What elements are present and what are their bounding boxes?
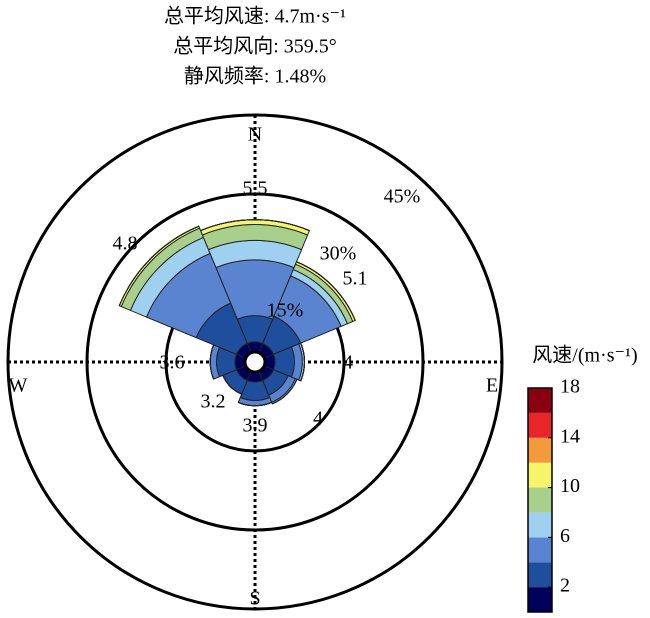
mean-speed-label: 3.9 [243, 415, 268, 437]
ring [6, 113, 504, 611]
colorbar-swatch [528, 587, 552, 612]
mean-speed-label: 4 [313, 408, 323, 430]
ring-label: 45% [384, 186, 421, 208]
colorbar-tick-label: 2 [560, 575, 570, 597]
ring [85, 192, 425, 532]
colorbar-tick-label: 10 [560, 475, 580, 497]
colorbar-swatch [528, 487, 552, 513]
petal-segment [200, 219, 310, 232]
colorbar-frame [527, 387, 553, 613]
colorbar-swatch [528, 512, 552, 538]
mean-speed-label: 3.2 [201, 391, 226, 413]
mean-speed-label: 4 [343, 352, 353, 374]
compass-label: S [249, 588, 260, 610]
mean-speed-label: 5.1 [343, 268, 368, 290]
colorbar-tick-label: 18 [560, 376, 580, 398]
colorbar-tick-label: 14 [560, 425, 580, 447]
colorbar-swatch [528, 437, 552, 463]
colorbar-tick-label: 6 [560, 525, 570, 547]
colorbar-swatch [528, 388, 552, 413]
colorbar-swatch [528, 462, 552, 488]
mean-speed-label: 3.6 [160, 352, 185, 374]
colorbar-swatch [528, 537, 552, 563]
colorbar-title: 风速/(m·s⁻¹) [532, 344, 637, 367]
colorbar-swatch [528, 562, 552, 588]
title-line: 总平均风向: 359.5° [173, 35, 337, 58]
ring-label: 30% [320, 243, 357, 265]
ring-label: 15% [267, 300, 304, 322]
calm-circle [243, 350, 267, 374]
mean-speed-label: 5.5 [243, 178, 268, 200]
compass-label: W [9, 375, 28, 397]
title-line: 静风频率: 1.48% [184, 65, 326, 88]
title-line: 总平均风速: 4.7m·s⁻¹ [164, 5, 346, 28]
compass-label: E [486, 375, 498, 397]
mean-speed-label: 4.8 [113, 233, 138, 255]
colorbar-swatch [528, 412, 552, 438]
compass-label: N [248, 124, 262, 146]
